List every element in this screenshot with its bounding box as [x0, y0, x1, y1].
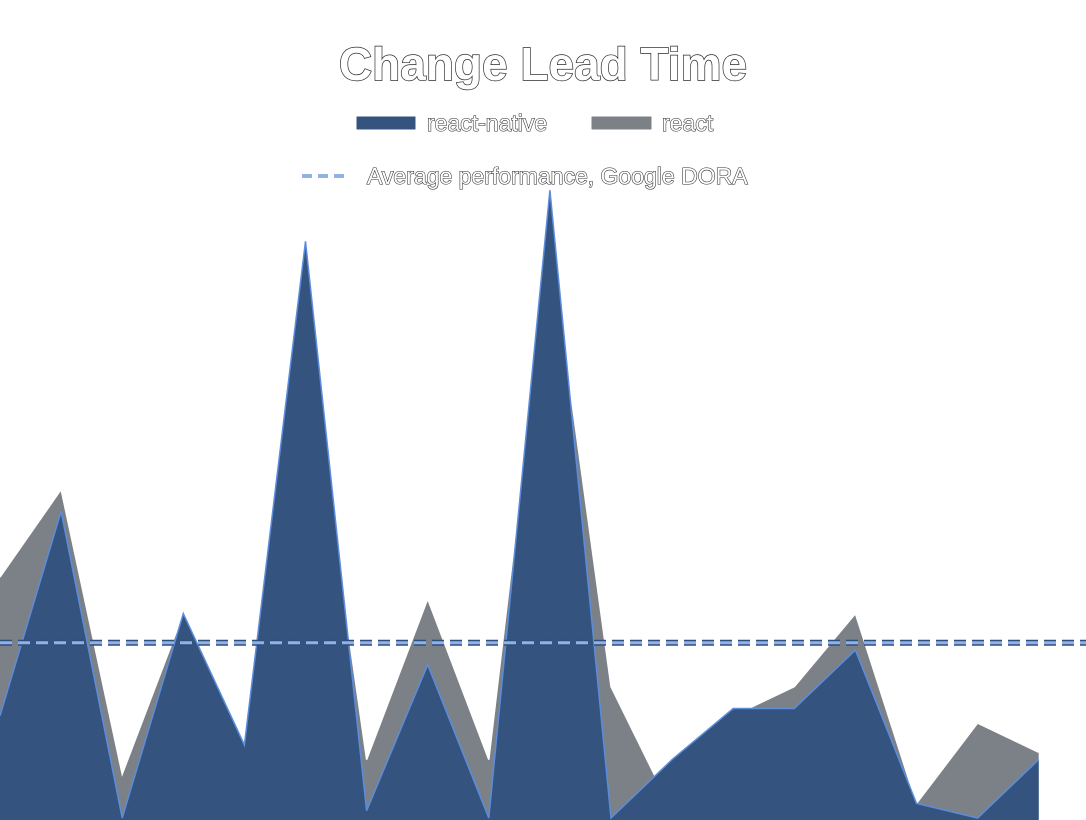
legend: react-native react Average performance, …	[302, 109, 749, 190]
line-series-react-native	[0, 190, 1040, 820]
plot-area	[0, 190, 1086, 820]
legend-label-react-native: react-native	[427, 110, 547, 136]
legend-swatch-react	[590, 115, 653, 131]
legend-label-react: react	[662, 110, 714, 136]
legend-swatch-react-native	[355, 115, 417, 131]
legend-label-average: Average performance, Google DORA	[367, 163, 748, 189]
chart-title: Change Lead Time	[339, 38, 747, 90]
